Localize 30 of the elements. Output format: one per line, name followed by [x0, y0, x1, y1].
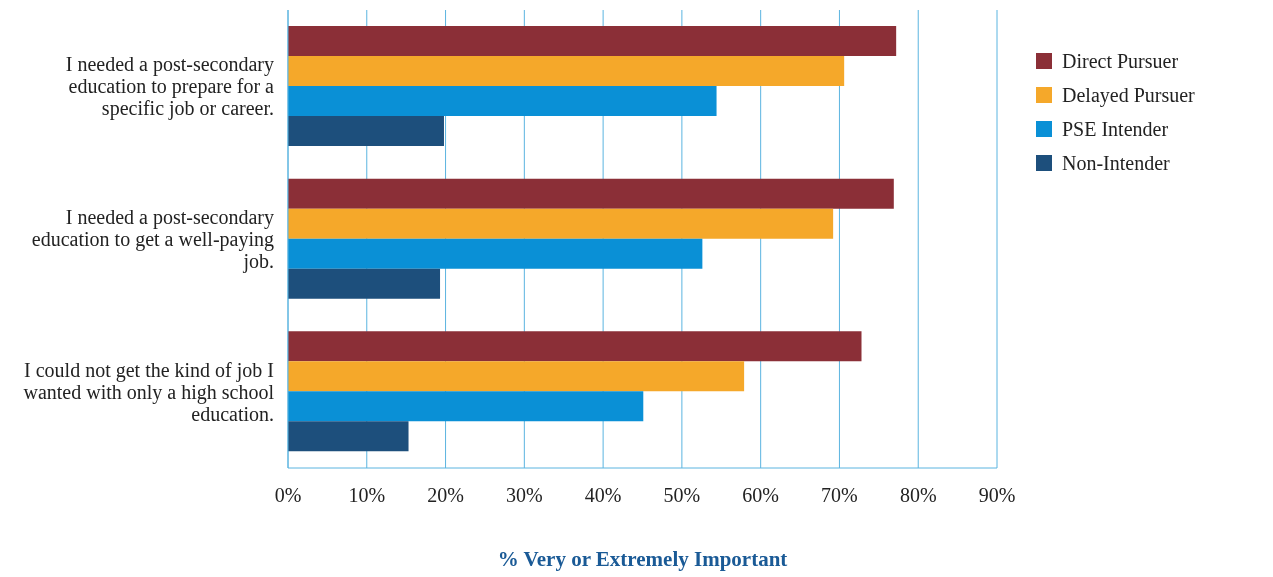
x-tick-label: 50%: [663, 484, 701, 507]
x-tick-label: 10%: [348, 484, 386, 507]
bar: [288, 26, 897, 56]
legend-label: Non-Intender: [1062, 151, 1170, 175]
legend-label: Delayed Pursuer: [1062, 83, 1195, 107]
x-tick-label: 0%: [274, 484, 302, 507]
x-tick-label: 40%: [584, 484, 622, 507]
bar: [288, 208, 834, 239]
x-tick-label: 80%: [899, 484, 937, 507]
x-tick-label: 30%: [506, 484, 543, 507]
x-tick-label: 20%: [427, 484, 464, 507]
x-tick-label: 90%: [978, 484, 1016, 507]
bar: [288, 361, 745, 392]
bar: [288, 331, 862, 362]
bar: [288, 268, 441, 299]
bar: [288, 421, 409, 452]
x-axis-title: % Very or Extremely Important: [497, 547, 788, 571]
bar: [288, 56, 845, 86]
legend-label: Direct Pursuer: [1062, 49, 1179, 73]
bar: [288, 391, 644, 422]
bar: [288, 86, 717, 116]
bar: [288, 238, 703, 269]
y-tick-label: I could not get the kind of job I wanted with only a high school education.: [22, 358, 274, 425]
bar: [288, 178, 894, 209]
y-tick-label: I needed a post-secondary education to get a well-paying job.: [30, 206, 274, 272]
x-tick-label: 70%: [821, 484, 858, 507]
y-tick-label: I needed a post-secondary education to prepare for a specific job or career.: [64, 53, 274, 120]
legend-label: PSE Intender: [1062, 117, 1169, 141]
bar: [288, 116, 444, 146]
x-tick-label: 60%: [742, 484, 779, 507]
